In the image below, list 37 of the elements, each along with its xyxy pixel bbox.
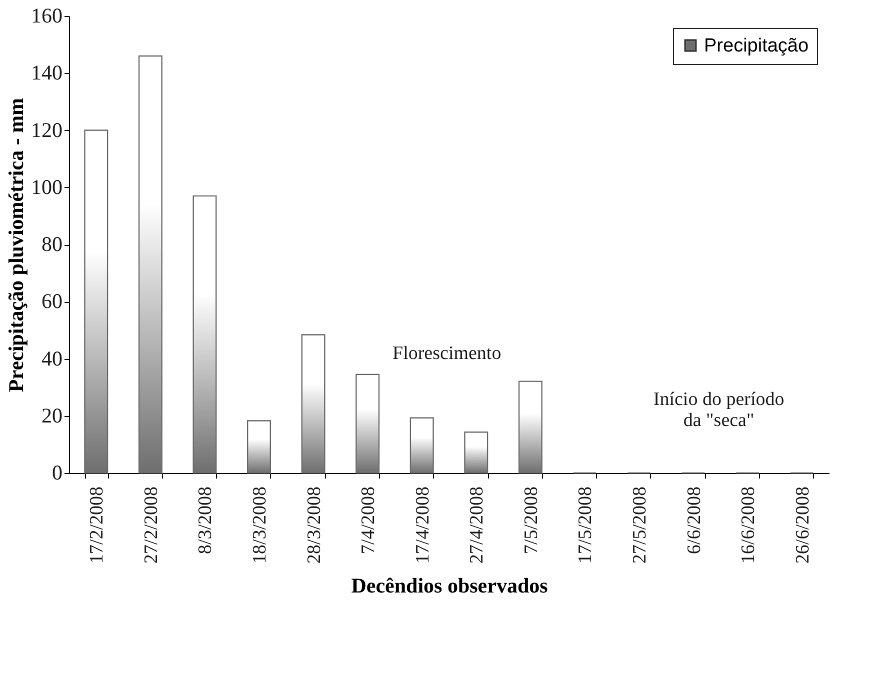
- bar: [518, 380, 542, 474]
- bar: [464, 432, 488, 474]
- bar: [138, 55, 162, 474]
- bar: [192, 195, 217, 474]
- x-tick-label: 17/2/2008: [86, 486, 108, 564]
- y-tick-label: 140: [31, 60, 62, 85]
- x-tick-label: 27/5/2008: [630, 486, 650, 564]
- bar: [410, 417, 434, 474]
- y-tick-label: 20: [42, 403, 62, 428]
- x-tick-label: 27/2/2008: [140, 486, 162, 564]
- annotation: Florescimento: [392, 343, 502, 364]
- x-tick-label: 26/6/2008: [792, 486, 814, 564]
- y-tick-label: 40: [42, 346, 62, 370]
- x-tick-label: 16/6/2008: [738, 486, 760, 564]
- x-tick-label: 8/3/2008: [195, 486, 216, 554]
- y-axis-title: Precipitação pluviométrica - mm: [4, 97, 28, 392]
- y-tick-label: 120: [31, 118, 62, 142]
- x-tick-label: 7/4/2008: [358, 486, 380, 554]
- y-tick-label: 160: [31, 4, 62, 28]
- annotation: Início do período da "seca": [653, 389, 784, 432]
- x-tick-label: 6/6/2008: [684, 486, 705, 554]
- bar: [356, 374, 380, 474]
- x-tick-label: 7/5/2008: [520, 486, 542, 554]
- bar: [301, 334, 326, 474]
- x-tick-label: 17/5/2008: [575, 486, 596, 564]
- legend-label: Precipitação: [704, 36, 809, 56]
- bar: [247, 420, 271, 474]
- x-tick-label: 18/3/2008: [250, 486, 270, 564]
- bar: [84, 130, 108, 474]
- y-tick-label: 0: [52, 460, 62, 484]
- y-tick-label: 80: [42, 232, 62, 256]
- y-tick-label: 60: [42, 289, 62, 314]
- x-axis-title: Decêndios observados: [351, 574, 548, 598]
- x-tick-label: 27/4/2008: [466, 486, 488, 564]
- x-tick-label: 17/4/2008: [412, 486, 434, 564]
- x-tick-label: 28/3/2008: [304, 486, 325, 564]
- y-tick-label: 100: [31, 174, 62, 199]
